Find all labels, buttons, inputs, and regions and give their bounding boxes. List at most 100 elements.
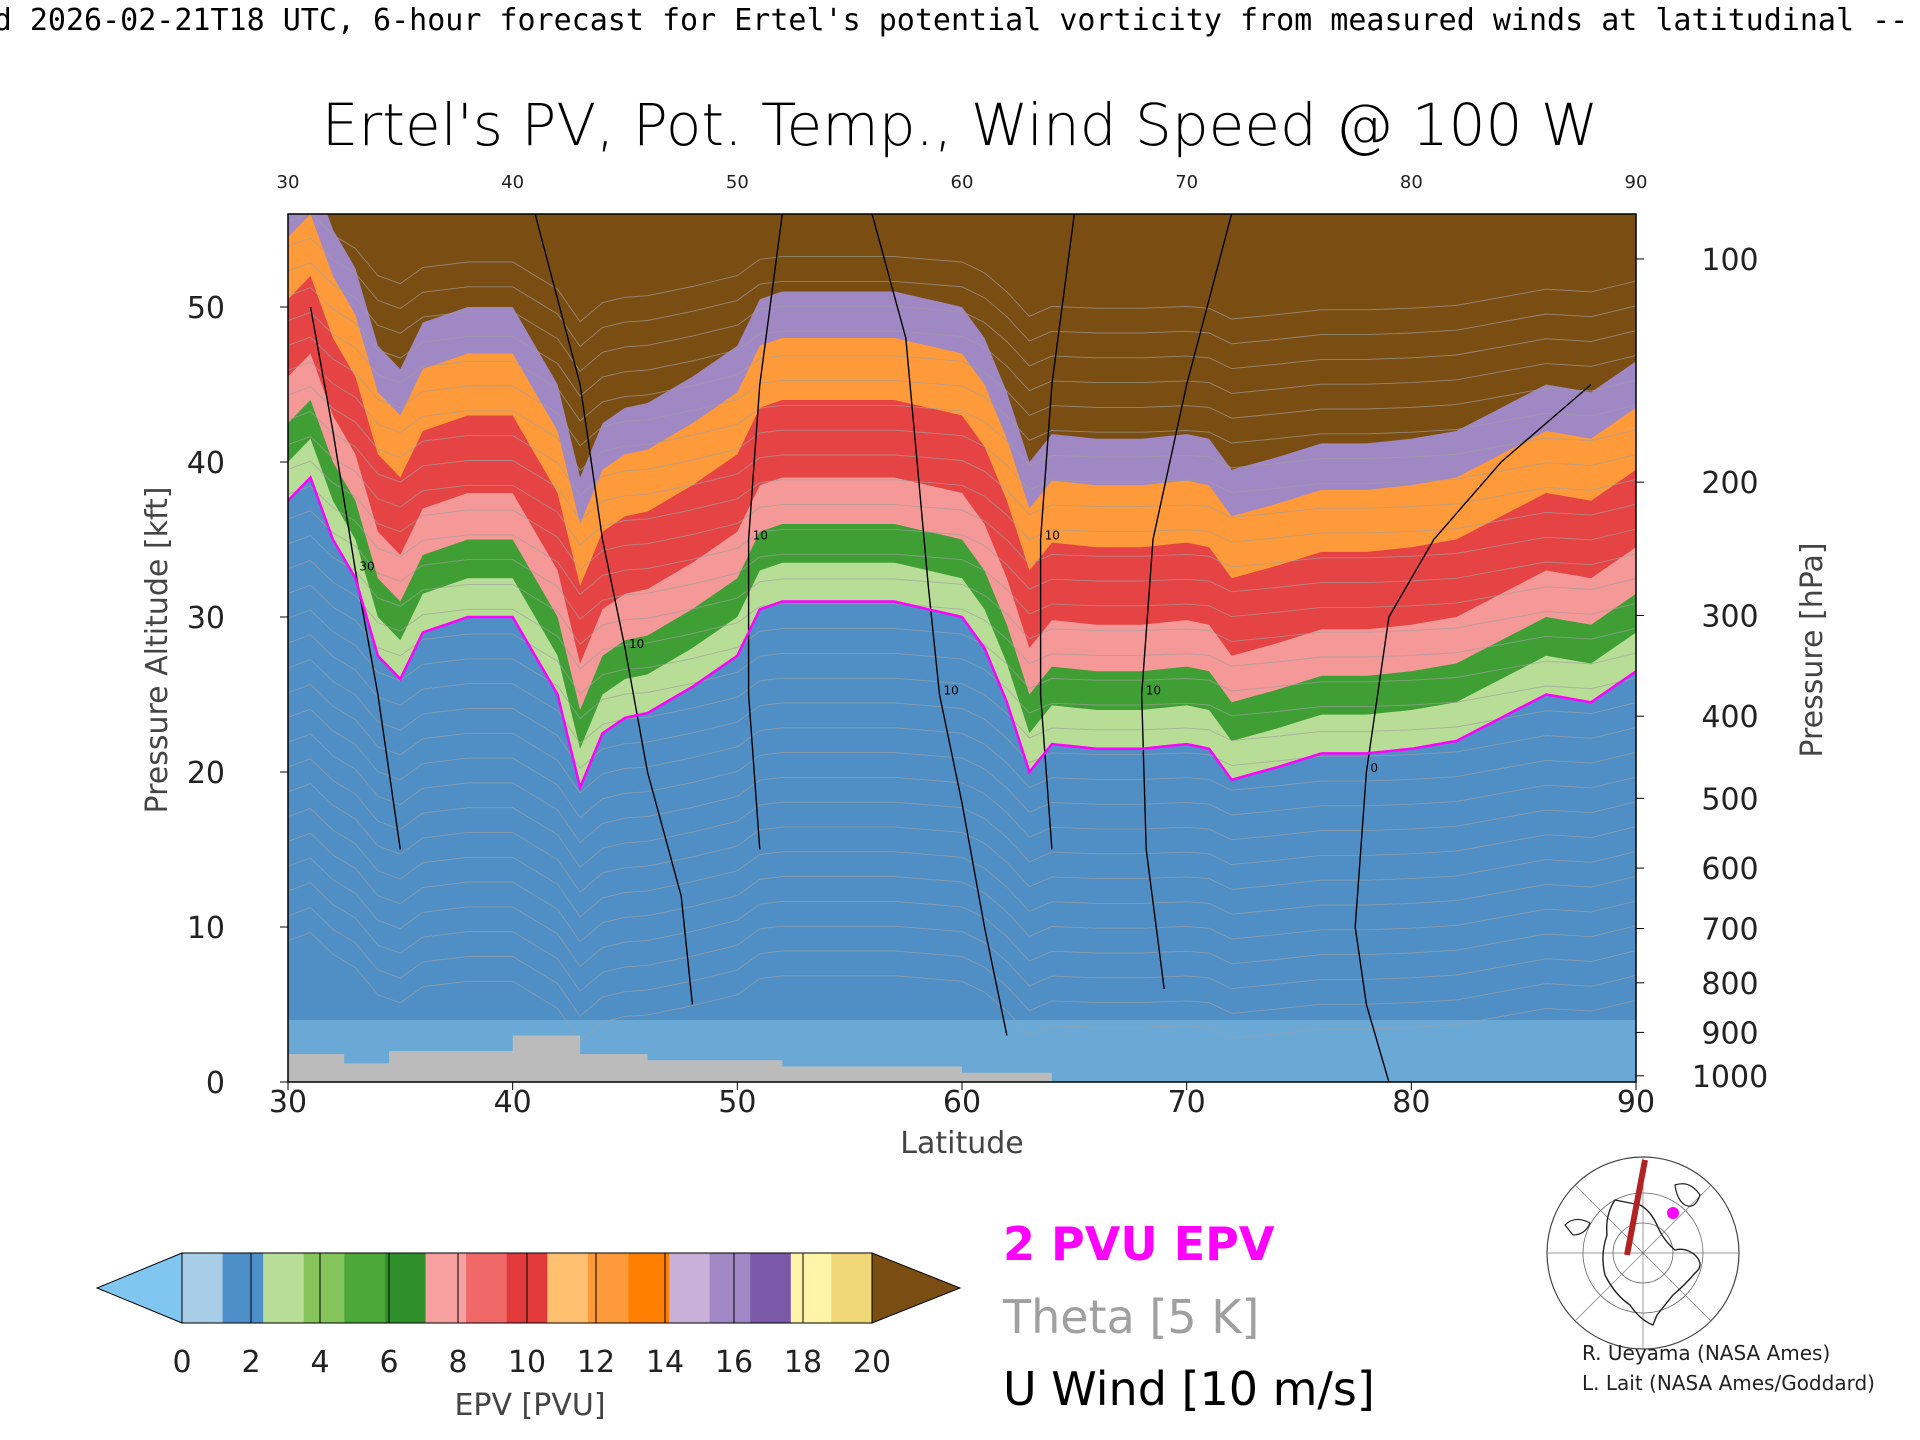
chart-title: Ertel's PV, Pot. Temp., Wind Speed @ 100… bbox=[322, 91, 1598, 159]
u-wind-line bbox=[309, 306, 401, 850]
theta-line bbox=[288, 535, 1636, 645]
theta-line bbox=[288, 609, 1636, 720]
y-axis-label: Pressure Altitude [kft] bbox=[140, 487, 175, 814]
y-tick-label: 10 bbox=[187, 911, 225, 946]
colorbar-tick-label: 14 bbox=[646, 1345, 684, 1380]
y-tick-label: 40 bbox=[187, 446, 225, 481]
u-wind-line bbox=[747, 214, 783, 850]
x-tick-label: 80 bbox=[1392, 1085, 1430, 1120]
colorbar-swatch bbox=[831, 1253, 873, 1323]
x-tick-label: 50 bbox=[718, 1085, 756, 1120]
colorbar-swatch bbox=[628, 1253, 670, 1323]
u-wind-contours: 10 10 10 10 10 0 30 bbox=[309, 214, 1592, 1082]
x-top-tick-label: 60 bbox=[951, 172, 974, 193]
theta-line bbox=[288, 882, 1636, 992]
map-path bbox=[1624, 1159, 1648, 1256]
pressure-tick-label: 700 bbox=[1701, 913, 1758, 948]
theta-line bbox=[288, 807, 1636, 918]
pressure-tick-label: 600 bbox=[1701, 852, 1758, 887]
theta-contours bbox=[288, 214, 1636, 1042]
theta-line bbox=[288, 559, 1636, 670]
u-wind-label: 0 bbox=[1370, 761, 1378, 775]
x-tick-label: 30 bbox=[269, 1085, 307, 1120]
legend-uwind: U Wind [10 m/s] bbox=[1003, 1362, 1375, 1416]
colorbar-tick-label: 10 bbox=[508, 1345, 546, 1380]
colorbar-under-arrow bbox=[95, 1252, 183, 1324]
theta-line bbox=[288, 758, 1636, 868]
y-tick-label: 20 bbox=[187, 756, 225, 791]
theta-line bbox=[288, 832, 1636, 943]
map-coastline bbox=[1564, 1183, 1701, 1236]
u-wind-label: 10 bbox=[1045, 529, 1060, 543]
colorbar-swatch bbox=[263, 1253, 305, 1323]
u-wind-line bbox=[1354, 383, 1592, 1082]
pv2-contour bbox=[288, 475, 1636, 792]
u-wind-label: 30 bbox=[359, 560, 374, 574]
u-wind-line bbox=[871, 214, 1008, 1036]
theta-line bbox=[288, 214, 1636, 323]
u-wind-line bbox=[1140, 214, 1233, 990]
theta-line bbox=[288, 336, 1636, 447]
theta-line bbox=[288, 411, 1636, 521]
colorbar-swatch bbox=[344, 1253, 386, 1323]
pressure-tick-label: 200 bbox=[1701, 466, 1758, 501]
colorbar-swatch bbox=[750, 1253, 792, 1323]
u-wind-label: 10 bbox=[629, 637, 644, 651]
u-wind-line bbox=[534, 214, 694, 1005]
x-tick-label: 70 bbox=[1168, 1085, 1206, 1120]
colorbar-tick-label: 16 bbox=[715, 1345, 753, 1380]
colorbar-tick-label: 2 bbox=[241, 1345, 260, 1380]
legend-theta: Theta [5 K] bbox=[1002, 1290, 1259, 1344]
terrain bbox=[288, 1035, 1052, 1082]
x-top-tick-label: 90 bbox=[1625, 172, 1648, 193]
theta-line bbox=[288, 311, 1636, 422]
colorbar-swatch bbox=[303, 1253, 345, 1323]
x-axis-label: Latitude bbox=[900, 1126, 1023, 1161]
colorbar-tick-label: 4 bbox=[310, 1345, 329, 1380]
colorbar-over-arrow bbox=[871, 1252, 962, 1324]
colorbar-swatch bbox=[547, 1253, 589, 1323]
x-tick-label: 40 bbox=[494, 1085, 532, 1120]
x-top-tick-label: 30 bbox=[277, 172, 300, 193]
colorbar-tick-label: 0 bbox=[172, 1345, 191, 1380]
u-wind-label: 10 bbox=[944, 684, 959, 698]
theta-line bbox=[288, 287, 1636, 397]
pressure-tick-label: 300 bbox=[1701, 599, 1758, 634]
theta-line bbox=[288, 931, 1636, 1042]
theta-line bbox=[288, 708, 1636, 819]
u-wind-label: 10 bbox=[753, 529, 768, 543]
pressure-tick-label: 1000 bbox=[1692, 1060, 1768, 1095]
credit-line-1: R. Ueyama (NASA Ames) bbox=[1582, 1341, 1830, 1365]
theta-line bbox=[288, 361, 1636, 472]
theta-line bbox=[288, 237, 1636, 348]
theta-line bbox=[288, 262, 1636, 372]
colorbar-tick-label: 20 bbox=[853, 1345, 891, 1380]
pressure-tick-label: 500 bbox=[1701, 782, 1758, 817]
colorbar-tick-label: 6 bbox=[379, 1345, 398, 1380]
y2-axis-label: Pressure [hPa] bbox=[1795, 542, 1830, 757]
epv-colorbar: 0 2 4 6 8 10 12 14 16 18 20 bbox=[95, 1252, 962, 1380]
pressure-tick-label: 900 bbox=[1701, 1016, 1758, 1051]
x-top-tick-label: 50 bbox=[726, 172, 749, 193]
colorbar-swatch bbox=[222, 1253, 264, 1323]
colorbar-swatch bbox=[669, 1253, 711, 1323]
pressure-tick-label: 800 bbox=[1701, 967, 1758, 1002]
colorbar-swatch bbox=[709, 1253, 751, 1323]
theta-line bbox=[288, 386, 1636, 496]
colorbar-tick-label: 12 bbox=[577, 1345, 615, 1380]
axis-ticks: 3030404050506060707080809090010203040501… bbox=[187, 172, 1768, 1120]
y-tick-label: 30 bbox=[187, 601, 225, 636]
u-wind-line bbox=[1039, 214, 1075, 850]
theta-line bbox=[288, 857, 1636, 968]
x-top-tick-label: 80 bbox=[1400, 172, 1423, 193]
theta-line bbox=[288, 683, 1636, 794]
colorbar-label: EPV [PVU] bbox=[454, 1388, 605, 1423]
pressure-tick-label: 100 bbox=[1701, 243, 1758, 278]
colorbar-swatch bbox=[790, 1253, 832, 1323]
theta-line bbox=[288, 783, 1636, 893]
theta-line bbox=[288, 510, 1636, 620]
colorbar-swatch bbox=[466, 1253, 508, 1323]
legend-pv2: 2 PVU EPV bbox=[1003, 1217, 1275, 1271]
